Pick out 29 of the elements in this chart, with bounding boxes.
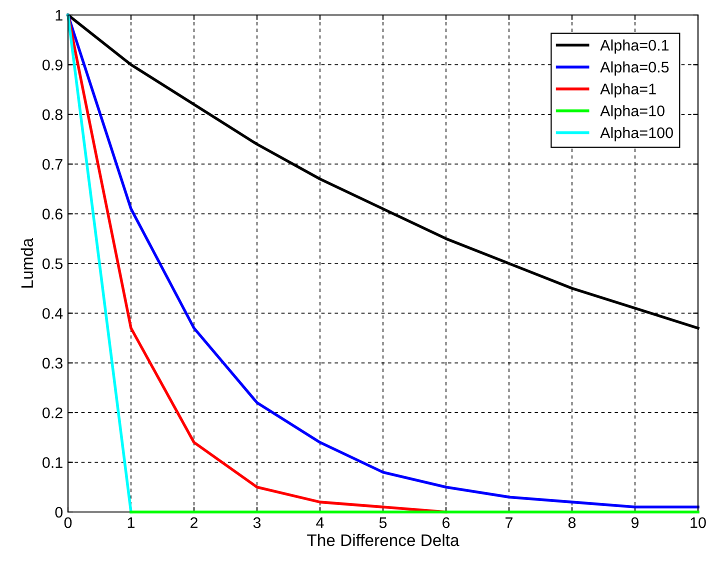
- legend-label: Alpha=10: [600, 105, 664, 120]
- x-tick-label: 2: [190, 517, 198, 528]
- y-tick-label: 0.6: [42, 208, 62, 220]
- x-tick-label: 5: [379, 517, 387, 528]
- y-tick-label: 0.5: [42, 258, 62, 270]
- x-tick-label: 8: [568, 517, 576, 528]
- y-tick-label: 0.7: [42, 158, 62, 170]
- x-tick-label: 1: [128, 517, 135, 528]
- y-tick-label: 0.9: [42, 60, 62, 70]
- x-axis-title: The Difference Delta: [307, 534, 460, 546]
- y-tick-label: 0.3: [42, 358, 62, 369]
- legend-label: Alpha=100: [600, 126, 673, 142]
- x-tick-label: 3: [253, 517, 261, 528]
- x-tick-label: 9: [631, 517, 639, 528]
- legend-label: Alpha=0.1: [600, 39, 669, 54]
- y-axis-title: Lumda: [20, 238, 34, 288]
- x-tick-label: 0: [64, 517, 72, 528]
- y-tick-label: 0.1: [42, 457, 62, 468]
- y-tick-label: 0.4: [42, 308, 63, 319]
- x-tick-label: 6: [442, 517, 450, 528]
- y-tick-label: 1: [56, 10, 62, 21]
- y-tick-label: 0.8: [42, 109, 62, 120]
- x-tick-label: 10: [690, 517, 706, 528]
- y-tick-label: 0.2: [42, 407, 62, 418]
- legend-label: Alpha=1: [600, 83, 656, 98]
- x-tick-label: 4: [316, 517, 324, 528]
- x-tick-label: 7: [506, 517, 512, 528]
- legend-label: Alpha=0.5: [600, 61, 669, 76]
- y-tick-label: 0: [55, 506, 63, 518]
